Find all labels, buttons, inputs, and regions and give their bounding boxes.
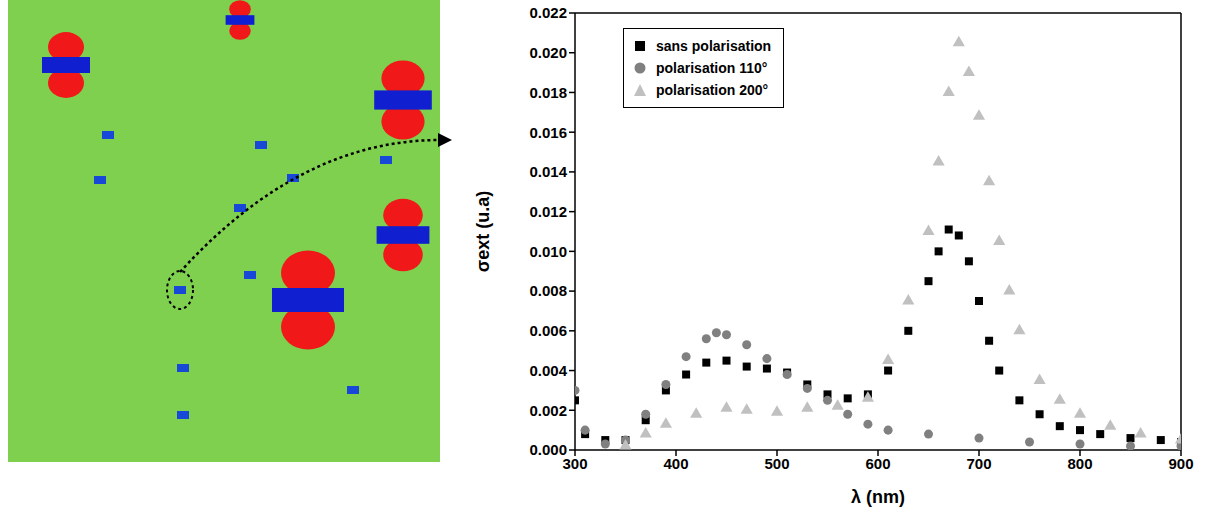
svg-text:0.014: 0.014 xyxy=(529,163,567,180)
svg-text:0.008: 0.008 xyxy=(529,282,567,299)
svg-text:0.002: 0.002 xyxy=(529,402,567,419)
svg-text:700: 700 xyxy=(966,455,991,472)
svg-text:900: 900 xyxy=(1168,455,1193,472)
svg-text:0.000: 0.000 xyxy=(529,441,567,458)
html-text:polarisation 110°: polarisation 110° xyxy=(656,60,768,76)
svg-text:0.004: 0.004 xyxy=(529,362,567,379)
svg-text:0.016: 0.016 xyxy=(529,124,567,141)
svg-text:600: 600 xyxy=(865,455,890,472)
svg-text:0.006: 0.006 xyxy=(529,322,567,339)
svg-text:0.022: 0.022 xyxy=(529,4,567,21)
svg-text:σext (u.a): σext (u.a) xyxy=(473,191,493,272)
svg-text:0.018: 0.018 xyxy=(529,84,567,101)
svg-text:λ (nm): λ (nm) xyxy=(851,487,905,507)
svg-text:500: 500 xyxy=(764,455,789,472)
svg-text:400: 400 xyxy=(663,455,688,472)
svg-text:300: 300 xyxy=(562,454,588,472)
svg-text:0.010: 0.010 xyxy=(529,243,567,260)
svg-text:0.020: 0.020 xyxy=(529,44,567,61)
html-text:sans polarisation: sans polarisation xyxy=(656,38,772,54)
svg-text:800: 800 xyxy=(1067,455,1092,472)
svg-text:0.012: 0.012 xyxy=(529,203,567,220)
html-text:polarisation 200°: polarisation 200° xyxy=(656,82,769,98)
